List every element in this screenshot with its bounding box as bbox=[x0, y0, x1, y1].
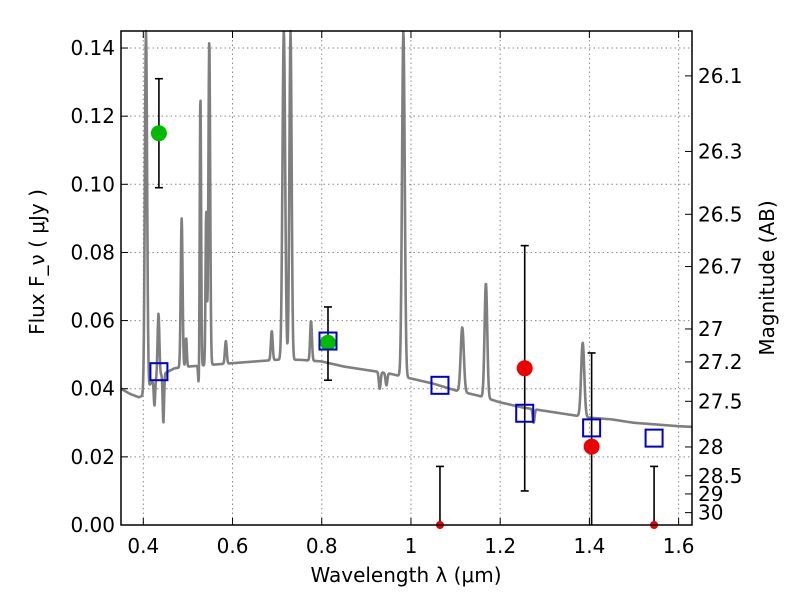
magnitude-tick-label: 27.5 bbox=[698, 389, 743, 413]
model-photometry-square bbox=[318, 331, 338, 351]
magnitude-tick-label: 26.7 bbox=[698, 255, 743, 279]
y-axis-title-right: Magnitude (AB) bbox=[755, 200, 779, 355]
y-tick-label: 0.10 bbox=[70, 172, 115, 196]
magnitude-tick-label: 27.2 bbox=[698, 350, 743, 374]
plot-frame bbox=[120, 30, 693, 526]
magnitude-tick-label: 28 bbox=[698, 435, 723, 459]
model-spectrum bbox=[120, 29, 693, 429]
model-photometry-square bbox=[430, 375, 450, 395]
x-tick-label: 0.4 bbox=[127, 534, 159, 558]
y-tick-label: 0.12 bbox=[70, 104, 115, 128]
y-tick-label: 0.06 bbox=[70, 309, 115, 333]
magnitude-tick-label: 26.3 bbox=[698, 139, 743, 163]
observed-red-point bbox=[516, 360, 533, 377]
y-axis-title-left: Flux F_ν ( μJy ) bbox=[25, 189, 49, 335]
magnitude-tick-label: 27 bbox=[698, 317, 723, 341]
magnitude-tick-label: 26.5 bbox=[698, 202, 743, 226]
x-tick-label: 0.6 bbox=[217, 534, 249, 558]
model-photometry-square bbox=[582, 418, 602, 438]
y-tick-label: 0.02 bbox=[70, 445, 115, 469]
model-photometry-square bbox=[515, 403, 535, 423]
x-tick-label: 1.2 bbox=[484, 534, 516, 558]
data-markers bbox=[149, 125, 664, 529]
axes: 0.4 0.6 0.8 1 1.2 1.4 1.6 0.00 0.02 0.04 0.06 0.08 0… bbox=[70, 30, 743, 558]
observed-green-point bbox=[150, 125, 167, 142]
y-tick-label: 0.14 bbox=[70, 36, 115, 60]
x-tick-label: 1.6 bbox=[663, 534, 695, 558]
magnitude-tick-label: 29 bbox=[698, 482, 723, 506]
y-tick-label: 0.08 bbox=[70, 240, 115, 264]
magnitude-tick-label: 28.5 bbox=[698, 464, 743, 488]
y-tick-label: 0.00 bbox=[70, 513, 115, 537]
magnitude-tick-label: 26.1 bbox=[698, 64, 743, 88]
x-tick-label: 1.4 bbox=[573, 534, 605, 558]
x-tick-label: 0.8 bbox=[306, 534, 338, 558]
y-tick-label: 0.04 bbox=[70, 377, 115, 401]
x-axis-title: Wavelength λ (μm) bbox=[310, 563, 501, 587]
model-photometry-square bbox=[149, 362, 169, 382]
observed-red-point bbox=[583, 438, 600, 455]
model-photometry-square bbox=[644, 428, 664, 448]
magnitude-tick-label: 30 bbox=[698, 501, 723, 525]
observed-green-point bbox=[319, 334, 336, 351]
model-spectrum-line bbox=[120, 29, 693, 429]
x-tick-label: 1 bbox=[405, 534, 418, 558]
